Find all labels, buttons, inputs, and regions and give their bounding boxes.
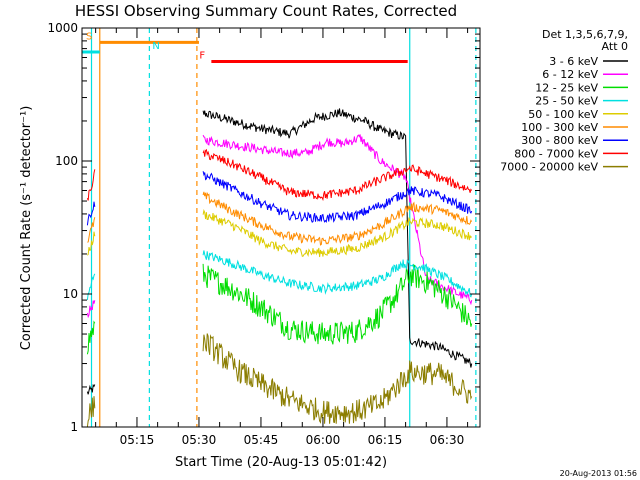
legend-header: Det 1,3,5,6,7,9,: [542, 28, 628, 41]
legend-entry: 6 - 12 keV: [542, 68, 598, 81]
interval-lines: [90, 28, 477, 427]
series-line-1: [86, 134, 473, 319]
interval-markers: S N F: [82, 31, 408, 63]
legend-entry: 25 - 50 keV: [535, 95, 598, 108]
series-line-4: [87, 208, 473, 258]
y-tick-label: 100: [55, 154, 78, 168]
chart-title: HESSI Observing Summary Count Rates, Cor…: [75, 2, 457, 20]
x-axis: 05:15 05:30 05:45 06:00 06:15 06:30: [95, 28, 469, 447]
series-line-5: [87, 191, 473, 246]
x-tick-label: 05:30: [182, 433, 217, 447]
legend-entry: 100 - 300 keV: [521, 121, 598, 134]
x-tick-label: 06:15: [368, 433, 403, 447]
series-line-6: [86, 171, 473, 226]
y-tick-label: 10: [63, 287, 78, 301]
legend-entry: 12 - 25 keV: [535, 81, 598, 94]
legend-header: Att 0: [602, 40, 628, 53]
x-tick-label: 06:00: [306, 433, 341, 447]
y-tick-label: 1000: [47, 21, 78, 35]
footer-timestamp: 20-Aug-2013 01:56: [560, 469, 637, 478]
x-tick-label: 05:45: [244, 433, 279, 447]
x-tick-label: 06:30: [430, 433, 465, 447]
series-line-7: [86, 148, 473, 202]
series-line-0: [86, 108, 473, 395]
series-line-8: [86, 333, 473, 428]
y-tick-label: 1: [70, 420, 78, 434]
y-axis-label: Corrected Count Rate (s⁻¹ detector⁻¹): [19, 106, 34, 351]
legend-entry: 800 - 7000 keV: [514, 147, 598, 160]
x-tick-label: 05:15: [120, 433, 155, 447]
series-layer: [86, 108, 473, 428]
series-line-2: [86, 263, 473, 355]
marker-label: F: [199, 50, 205, 61]
legend-entry: 7000 - 20000 keV: [500, 161, 598, 174]
y-axis: 1 10 100 1000: [47, 21, 480, 434]
legend-entry: 50 - 100 keV: [528, 108, 598, 121]
x-axis-label: Start Time (20-Aug-13 05:01:42): [175, 455, 387, 470]
marker-label: S: [86, 31, 92, 42]
plot-frame: [81, 27, 481, 428]
marker-label: N: [152, 41, 159, 52]
legend-entry: 3 - 6 keV: [549, 55, 598, 68]
legend-entry: 300 - 800 keV: [521, 134, 598, 147]
series-line-3: [86, 250, 473, 300]
